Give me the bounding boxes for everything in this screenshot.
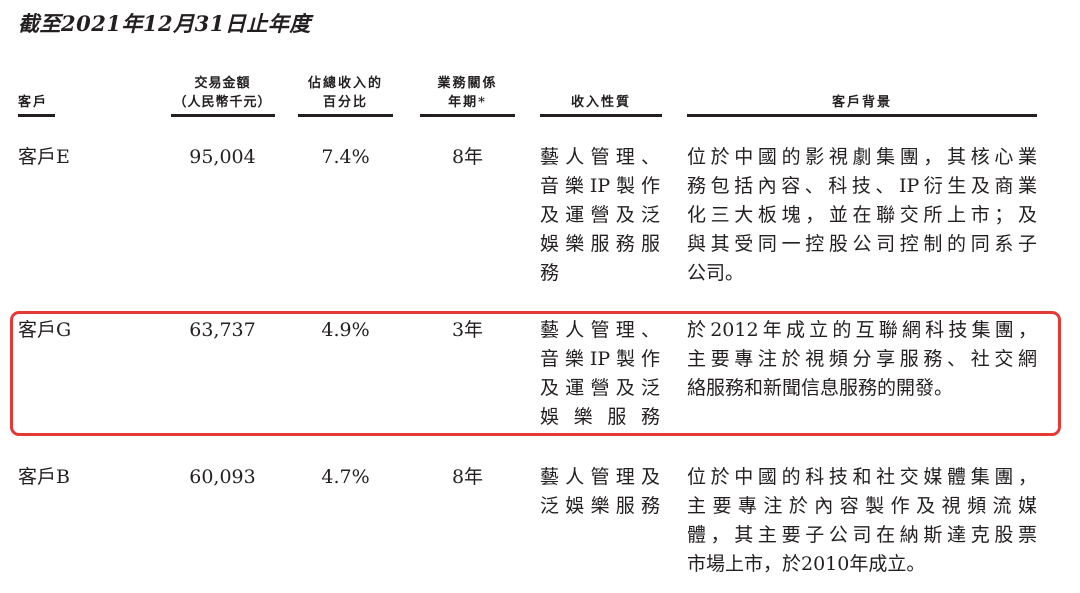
revenue-nature: 藝人管理、音樂IP製作 及運營及泛娛樂服務服務	[540, 143, 660, 288]
background-line: 體，其主要子公司在納斯達克股票	[687, 524, 1037, 546]
transaction-amount: 95,004	[189, 146, 256, 168]
header-rule	[420, 114, 515, 117]
revenue-nature: 藝人管理及泛娛樂服務	[540, 463, 660, 521]
background-line: 化三大板塊，並在聯交所上市；及	[687, 204, 1037, 226]
background-line: 位於中國的影視劇集團，其核心業	[687, 146, 1037, 168]
transaction-amount: 63,737	[189, 319, 256, 341]
nature-line: 泛娛樂服務	[540, 495, 660, 517]
relationship-years: 8年	[451, 466, 484, 488]
nature-line: 娛樂服務服	[540, 233, 660, 255]
customer-background: 於2012年成立的互聯網科技集團， 主要專注於視頻分享服務、社交網 絡服務和新聞信息…	[687, 316, 1037, 403]
header-percent: 佔總收入的 百分比	[298, 74, 393, 112]
background-line: 與其受同一控股公司控制的同系子	[687, 233, 1037, 255]
revenue-percent: 4.7%	[321, 466, 370, 488]
header-rule	[687, 114, 1037, 117]
header-rule	[18, 114, 55, 117]
highlight-box	[10, 311, 1061, 436]
header-years-line: 業務關係	[437, 76, 498, 91]
header-rule	[171, 114, 275, 117]
customer-background: 位於中國的科技和社交媒體集團， 主要專注於內容製作及視頻流媒 體，其主要子公司在納斯…	[687, 463, 1037, 579]
nature-line: 及運營及泛	[540, 204, 660, 226]
revenue-percent: 4.9%	[321, 319, 370, 341]
background-line: 主要專注於內容製作及視頻流媒	[687, 495, 1037, 517]
relationship-years: 8年	[451, 146, 484, 168]
nature-line: 音樂IP製作	[540, 175, 660, 197]
header-percent-line: 佔總收入的	[307, 76, 383, 91]
header-years-line: 年期*	[448, 95, 487, 110]
nature-line: 藝人管理、	[540, 146, 660, 168]
customer-name: 客戶G	[18, 319, 72, 341]
background-line: 絡服務和新聞信息服務的開發。	[687, 377, 954, 399]
nature-line: 務	[540, 262, 560, 284]
nature-line: 及運營及泛	[540, 377, 660, 399]
nature-line: 藝人管理、	[540, 319, 660, 341]
header-rule	[298, 114, 393, 117]
transaction-amount: 60,093	[189, 466, 256, 488]
customer-name: 客戶B	[18, 466, 70, 488]
header-amount-line: 交易金額	[194, 76, 251, 91]
table-title: 截至2021年12月31日止年度	[18, 11, 311, 36]
header-years: 業務關係 年期*	[420, 74, 515, 112]
header-background: 客戶背景	[831, 95, 892, 110]
background-line: 位於中國的科技和社交媒體集團，	[687, 466, 1037, 488]
revenue-percent: 7.4%	[321, 146, 370, 168]
background-line: 於2012年成立的互聯網科技集團，	[687, 319, 1037, 341]
header-amount-line: （人民幣千元）	[173, 95, 272, 110]
background-line: 主要專注於視頻分享服務、社交網	[687, 348, 1037, 370]
background-line: 公司。	[687, 262, 745, 284]
nature-line: 音樂IP製作	[540, 348, 660, 370]
background-line: 務包括內容、科技、IP衍生及商業	[687, 175, 1037, 197]
nature-line: 娛樂服務	[540, 406, 660, 428]
revenue-nature: 藝人管理、音樂IP製作 及運營及泛娛樂服務	[540, 316, 660, 432]
header-customer: 客戶	[18, 95, 49, 110]
customer-name: 客戶E	[18, 146, 70, 168]
header-rule	[540, 114, 662, 117]
customer-background: 位於中國的影視劇集團，其核心業 務包括內容、科技、IP衍生及商業 化三大板塊，並在聯…	[687, 143, 1037, 288]
relationship-years: 3年	[451, 319, 484, 341]
header-percent-line: 百分比	[322, 95, 368, 110]
background-line: 市場上市，於2010年成立。	[687, 553, 926, 575]
nature-line: 藝人管理及	[540, 466, 660, 488]
header-nature: 收入性質	[570, 95, 631, 110]
header-amount: 交易金額 （人民幣千元）	[165, 74, 280, 112]
